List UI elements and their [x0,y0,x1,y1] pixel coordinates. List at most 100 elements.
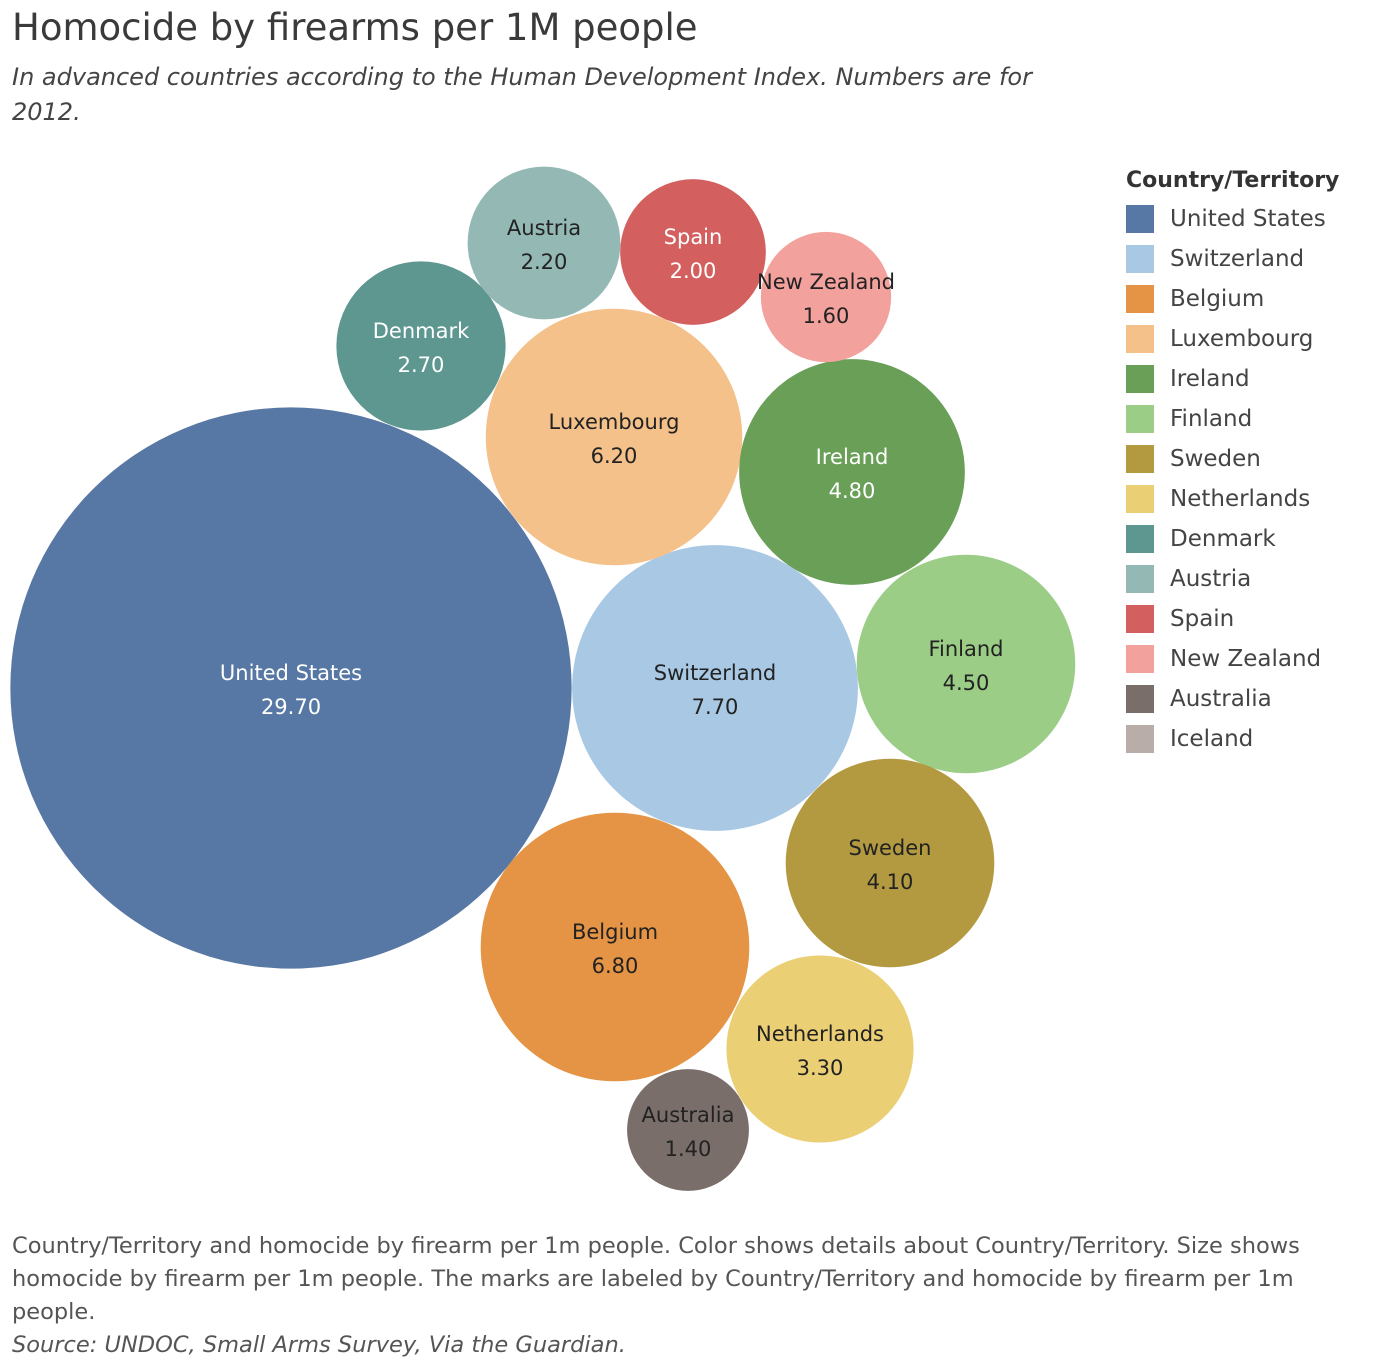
legend-swatch [1126,605,1154,633]
bubble-mark[interactable] [760,231,892,363]
bubble-name-label: Finland [928,637,1003,661]
bubble-mark[interactable] [856,554,1076,774]
legend-label: Luxembourg [1170,326,1314,352]
legend-item[interactable]: New Zealand [1126,639,1339,679]
caption-text: Country/Territory and homocide by firear… [12,1233,1300,1325]
bubble-name-label: New Zealand [757,270,895,294]
bubble-mark[interactable] [726,955,914,1143]
legend-swatch [1126,205,1154,233]
legend: Country/Territory United States Switzerla… [1126,168,1339,759]
bubble-sweden[interactable]: Sweden 4.10 [785,758,995,968]
legend-item[interactable]: Austria [1126,559,1339,599]
legend-swatch [1126,645,1154,673]
bubble-luxembourg[interactable]: Luxembourg 6.20 [485,308,743,566]
legend-swatch [1126,365,1154,393]
bubble-mark[interactable] [10,407,572,969]
legend-label: Belgium [1170,286,1265,312]
bubble-mark[interactable] [485,308,743,566]
bubble-spain[interactable]: Spain 2.00 [620,179,766,325]
legend-swatch [1126,405,1154,433]
legend-swatch [1126,325,1154,353]
legend-item[interactable]: Finland [1126,399,1339,439]
bubble-united-states[interactable]: United States 29.70 [10,407,572,969]
bubble-mark[interactable] [739,359,965,585]
legend-label: Sweden [1170,446,1261,472]
legend-item[interactable]: Ireland [1126,359,1339,399]
legend-title: Country/Territory [1126,168,1340,193]
legend-label: Austria [1170,566,1252,592]
legend-swatch [1126,485,1154,513]
bubble-mark[interactable] [627,1069,749,1191]
bubble-ireland[interactable]: Ireland 4.80 [739,359,965,585]
bubble-switzerland[interactable]: Switzerland 7.70 [572,545,858,831]
bubble-name-label: Luxembourg [549,410,680,434]
legend-label: Ireland [1170,366,1250,392]
bubble-name-label: Spain [664,225,723,249]
legend-label: Spain [1170,606,1235,632]
caption: Country/Territory and homocide by firear… [12,1230,1382,1362]
legend-item[interactable]: Iceland [1126,719,1339,759]
bubble-mark[interactable] [467,166,621,320]
legend-swatch [1126,445,1154,473]
bubble-mark[interactable] [620,179,766,325]
chart-title: Homocide by firearms per 1M people [12,6,698,49]
legend-item[interactable]: Sweden [1126,439,1339,479]
bubble-mark[interactable] [785,758,995,968]
bubble-value-label: 2.00 [670,259,717,283]
legend-item[interactable]: Spain [1126,599,1339,639]
bubble-mark[interactable] [336,261,506,431]
legend-item[interactable]: United States [1126,199,1339,239]
legend-label: United States [1170,206,1326,232]
bubble-value-label: 6.80 [592,954,639,978]
bubble-value-label: 1.40 [665,1137,712,1161]
bubble-mark[interactable] [572,545,858,831]
bubble-value-label: 4.10 [867,870,914,894]
legend-label: Denmark [1170,526,1276,552]
bubble-name-label: Australia [642,1103,735,1127]
bubble-value-label: 1.60 [803,304,850,328]
legend-item[interactable]: Denmark [1126,519,1339,559]
legend-item[interactable]: Luxembourg [1126,319,1339,359]
legend-swatch [1126,285,1154,313]
legend-item[interactable]: Switzerland [1126,239,1339,279]
legend-label: Finland [1170,406,1253,432]
bubble-denmark[interactable]: Denmark 2.70 [336,261,506,431]
bubble-value-label: 6.20 [591,444,638,468]
legend-item[interactable]: Australia [1126,679,1339,719]
bubble-value-label: 4.50 [943,671,990,695]
legend-label: Switzerland [1170,246,1305,272]
legend-label: Australia [1170,686,1272,712]
bubble-netherlands[interactable]: Netherlands 3.30 [726,955,914,1143]
legend-label: New Zealand [1170,646,1322,672]
bubble-value-label: 4.80 [829,479,876,503]
bubble-finland[interactable]: Finland 4.50 [856,554,1076,774]
bubble-name-label: Switzerland [654,661,777,685]
legend-swatch [1126,525,1154,553]
bubble-value-label: 2.20 [521,250,568,274]
bubble-chart: United States 29.70 Switzerland 7.70 Belgium… [10,166,1076,1191]
legend-swatch [1126,565,1154,593]
bubble-name-label: Ireland [816,445,889,469]
bubble-name-label: Sweden [849,836,932,860]
source-text: Source: UNDOC, Small Arms Survey, Via th… [12,1332,626,1358]
bubble-new-zealand[interactable]: New Zealand 1.60 [757,231,895,363]
bubble-value-label: 29.70 [261,695,321,719]
bubble-value-label: 7.70 [692,695,739,719]
legend-label: Netherlands [1170,486,1311,512]
legend-swatch [1126,245,1154,273]
legend-item[interactable]: Netherlands [1126,479,1339,519]
bubble-austria[interactable]: Austria 2.20 [467,166,621,320]
bubble-name-label: Netherlands [756,1022,884,1046]
legend-swatch [1126,725,1154,753]
legend-swatch [1126,685,1154,713]
bubble-value-label: 3.30 [797,1056,844,1080]
bubble-australia[interactable]: Australia 1.40 [627,1069,749,1191]
bubble-belgium[interactable]: Belgium 6.80 [480,812,750,1082]
bubble-name-label: United States [220,661,362,685]
legend-items: United States Switzerland Belgium Luxembour… [1126,199,1339,759]
bubble-name-label: Belgium [572,920,658,944]
legend-item[interactable]: Belgium [1126,279,1339,319]
bubble-name-label: Austria [507,216,581,240]
bubble-name-label: Denmark [373,319,470,343]
bubble-mark[interactable] [480,812,750,1082]
